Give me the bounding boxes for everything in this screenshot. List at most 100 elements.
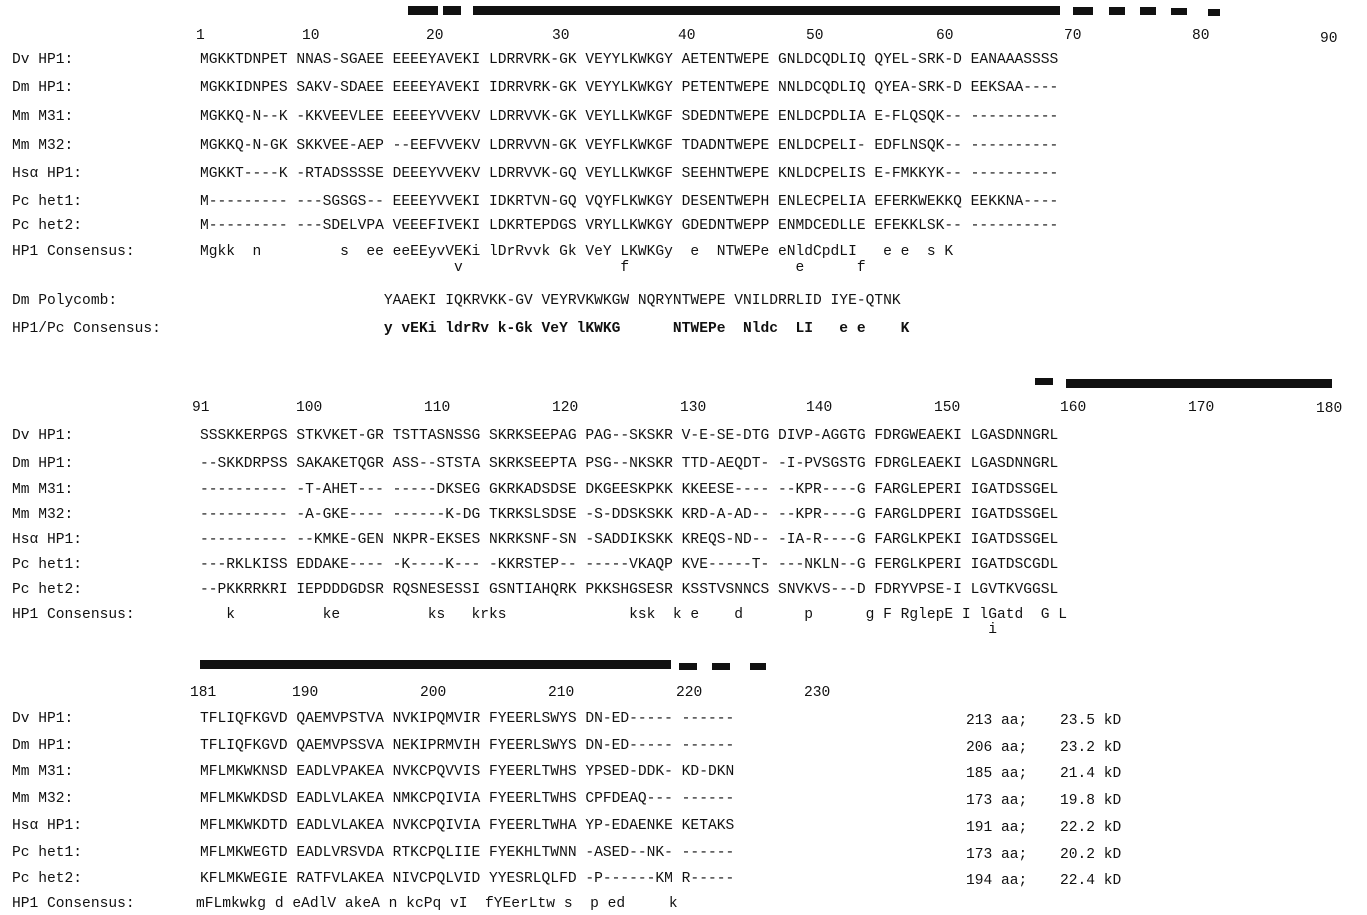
sequence-label: Mm M32: xyxy=(12,138,74,154)
position-number: 80 xyxy=(1192,28,1210,44)
length-aa: 194 aa; xyxy=(966,873,1028,889)
structure-bar xyxy=(1140,7,1156,15)
position-number: 130 xyxy=(680,400,707,416)
structure-bar xyxy=(1073,7,1093,15)
position-number: 40 xyxy=(678,28,696,44)
position-number: 140 xyxy=(806,400,833,416)
sequence-label: Pc het1: xyxy=(12,557,83,573)
consensus-label: HP1 Consensus: xyxy=(12,607,135,623)
sequence-row: YAAEKI IQKRVKK-GV VEYRVKWKGW NQRYNTWEPE … xyxy=(200,293,901,309)
length-aa: 173 aa; xyxy=(966,793,1028,809)
position-number: 60 xyxy=(936,28,954,44)
sequence-row: ---------- -A-GKE---- ------K-DG TKRKSLS… xyxy=(200,507,1059,523)
mass-kd: 20.2 kD xyxy=(1060,847,1122,863)
position-number: 90 xyxy=(1320,31,1338,47)
structure-bar xyxy=(1035,378,1053,385)
sequence-row: MGKKQ-N--K -KKVEEVLEE EEEEYVVEKV LDRRVVK… xyxy=(200,109,1059,125)
sequence-label: Mm M32: xyxy=(12,791,74,807)
sequence-row: KFLMKWEGIE RATFVLAKEA NIVCPQLVID YYESRLQ… xyxy=(200,871,735,887)
mass-kd: 21.4 kD xyxy=(1060,766,1122,782)
sequence-label: Dm HP1: xyxy=(12,738,74,754)
sequence-label: Hsα HP1: xyxy=(12,532,83,548)
position-number: 100 xyxy=(296,400,323,416)
mass-kd: 22.2 kD xyxy=(1060,820,1122,836)
sequence-label: Pc het2: xyxy=(12,218,83,234)
sequence-label: Mm M32: xyxy=(12,507,74,523)
structure-bar xyxy=(200,660,671,669)
sequence-label: Mm M31: xyxy=(12,482,74,498)
position-number: 190 xyxy=(292,685,319,701)
length-aa: 185 aa; xyxy=(966,766,1028,782)
position-number: 210 xyxy=(548,685,575,701)
position-number: 120 xyxy=(552,400,579,416)
consensus-variant-row: v f e f xyxy=(200,260,866,276)
sequence-row: --SKKDRPSS SAKAKETQGR ASS--STSTA SKRKSEE… xyxy=(200,456,1059,472)
consensus-row: k ke ks krks ksk k e d p g F RglepE I lG… xyxy=(200,607,1068,623)
position-number: 180 xyxy=(1316,401,1343,417)
sequence-row: MGKKQ-N-GK SKKVEE-AEP --EEFVVEKV LDRRVVN… xyxy=(200,138,1059,154)
sequence-label: Dm HP1: xyxy=(12,80,74,96)
sequence-row: MFLMKWKDTD EADLVLAKEA NVKCPQIVIA FYEERLT… xyxy=(200,818,735,834)
position-number: 160 xyxy=(1060,400,1087,416)
consensus-label: HP1/Pc Consensus: xyxy=(12,321,161,337)
consensus-label: HP1 Consensus: xyxy=(12,896,135,912)
sequence-label: Mm M31: xyxy=(12,109,74,125)
position-number: 170 xyxy=(1188,400,1215,416)
length-aa: 206 aa; xyxy=(966,740,1028,756)
length-aa: 173 aa; xyxy=(966,847,1028,863)
position-number: 220 xyxy=(676,685,703,701)
sequence-row: MFLMKWKDSD EADLVLAKEA NMKCPQIVIA FYEERLT… xyxy=(200,791,735,807)
structure-bar xyxy=(1171,8,1187,15)
structure-bar xyxy=(679,663,697,670)
consensus-row: mFLmkwkg d eAdlV akeA n kcPq vI fYEerLtw… xyxy=(196,896,678,912)
sequence-row: M--------- ---SGSGS-- EEEEYVVEKI IDKRTVN… xyxy=(200,194,1059,210)
sequence-label: Dm Polycomb: xyxy=(12,293,118,309)
structure-bar xyxy=(1208,9,1220,16)
sequence-label: Pc het1: xyxy=(12,845,83,861)
sequence-label: Pc het1: xyxy=(12,194,83,210)
position-number: 91 xyxy=(192,400,210,416)
length-aa: 191 aa; xyxy=(966,820,1028,836)
structure-bar xyxy=(1066,379,1332,388)
sequence-row: MFLMKWEGTD EADLVRSVDA RTKCPQLIIE FYEKHLT… xyxy=(200,845,735,861)
sequence-row: M--------- ---SDELVPA VEEEFIVEKI LDKRTEP… xyxy=(200,218,1059,234)
position-number: 70 xyxy=(1064,28,1082,44)
mass-kd: 23.2 kD xyxy=(1060,740,1122,756)
sequence-label: Dv HP1: xyxy=(12,711,74,727)
sequence-label: Pc het2: xyxy=(12,582,83,598)
structure-bar xyxy=(473,6,1060,15)
sequence-row: ---------- --KMKE-GEN NKPR-EKSES NKRKSNF… xyxy=(200,532,1059,548)
structure-bar xyxy=(443,6,461,15)
position-number: 181 xyxy=(190,685,217,701)
length-aa: 213 aa; xyxy=(966,713,1028,729)
sequence-row: TFLIQFKGVD QAEMVPSSVA NEKIPRMVIH FYEERLS… xyxy=(200,738,735,754)
structure-bar xyxy=(1109,7,1125,15)
position-number: 230 xyxy=(804,685,831,701)
position-number: 1 xyxy=(196,28,205,44)
sequence-row: MGKKIDNPES SAKV-SDAEE EEEEYAVEKI IDRRVRK… xyxy=(200,80,1059,96)
position-number: 30 xyxy=(552,28,570,44)
structure-bar xyxy=(712,663,730,670)
sequence-label: Pc het2: xyxy=(12,871,83,887)
consensus-label: HP1 Consensus: xyxy=(12,244,135,260)
sequence-row: ---RKLKISS EDDAKE---- -K----K--- -KKRSTE… xyxy=(200,557,1059,573)
sequence-row: --PKKRRKRI IEPDDDGDSR RQSNESESSI GSNTIAH… xyxy=(200,582,1059,598)
position-number: 50 xyxy=(806,28,824,44)
mass-kd: 19.8 kD xyxy=(1060,793,1122,809)
sequence-label: Hsα HP1: xyxy=(12,166,83,182)
sequence-row: ---------- -T-AHET--- -----DKSEG GKRKADS… xyxy=(200,482,1059,498)
sequence-row: TFLIQFKGVD QAEMVPSTVA NVKIPQMVIR FYEERLS… xyxy=(200,711,735,727)
mass-kd: 22.4 kD xyxy=(1060,873,1122,889)
structure-bar xyxy=(408,6,438,15)
mass-kd: 23.5 kD xyxy=(1060,713,1122,729)
position-number: 200 xyxy=(420,685,447,701)
consensus-row: y vEKi ldrRv k-Gk VeY lKWKG NTWEPe Nldc … xyxy=(200,321,910,337)
sequence-label: Dv HP1: xyxy=(12,52,74,68)
sequence-row: SSSKKERPGS STKVKET-GR TSTTASNSSG SKRKSEE… xyxy=(200,428,1059,444)
structure-bar xyxy=(750,663,766,670)
sequence-row: MGKKT----K -RTADSSSSE DEEEYVVEKV LDRRVVK… xyxy=(200,166,1059,182)
sequence-row: MFLMKWKNSD EADLVPAKEA NVKCPQVVIS FYEERLT… xyxy=(200,764,735,780)
sequence-label: Dm HP1: xyxy=(12,456,74,472)
consensus-variant-row: i xyxy=(200,622,997,638)
